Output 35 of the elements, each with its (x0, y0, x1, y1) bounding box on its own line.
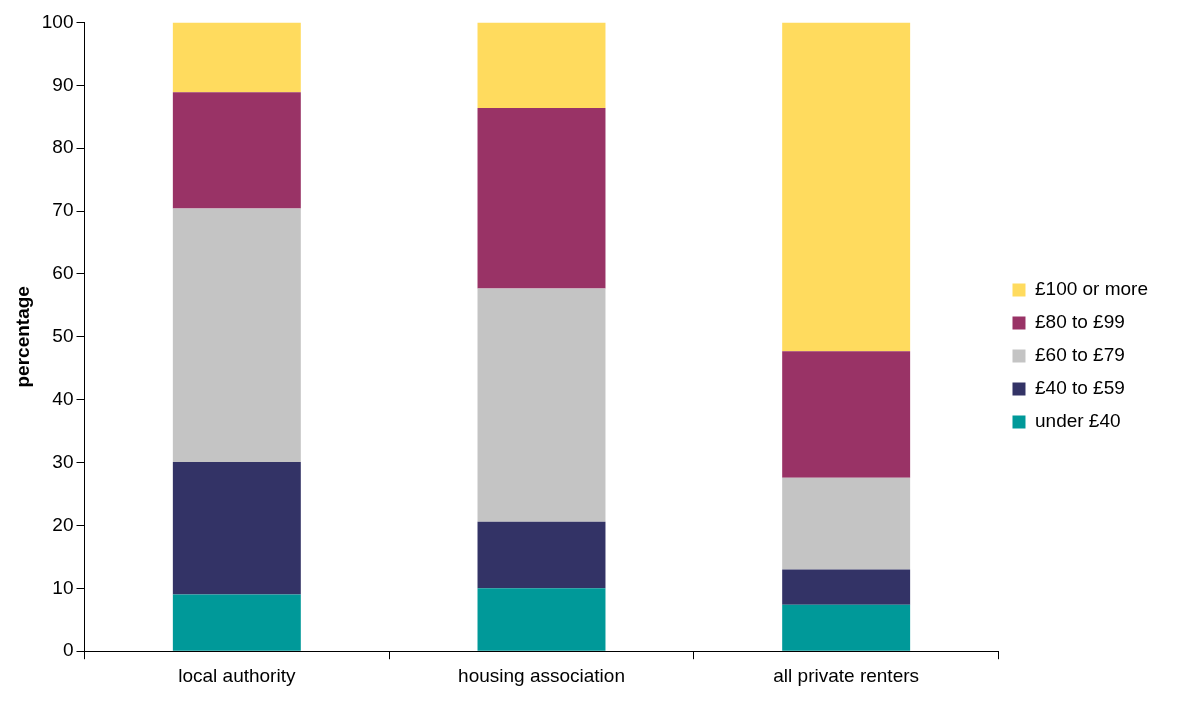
legend-label: £100 or more (1034, 278, 1149, 300)
bar (782, 351, 911, 478)
y-tick-label: 40 (52, 387, 74, 409)
y-tick-label: 0 (62, 639, 74, 661)
x-tick-label: local authority (178, 664, 296, 686)
legend-label: £40 to £59 (1034, 377, 1125, 399)
bar (477, 588, 606, 651)
bar (172, 208, 301, 462)
bar (782, 604, 911, 651)
legend-label: £60 to £79 (1034, 344, 1125, 366)
x-tick-label: housing association (458, 664, 625, 686)
y-tick-label: 30 (52, 450, 74, 472)
bar (477, 107, 606, 289)
y-tick-label: 100 (41, 10, 74, 32)
bar (172, 22, 301, 93)
y-tick-label: 70 (52, 199, 74, 221)
legend-label: under £40 (1034, 410, 1121, 432)
bar (172, 594, 301, 651)
x-tick-label: all private renters (773, 664, 920, 686)
bar (172, 92, 301, 209)
bar (477, 22, 606, 108)
bar (477, 288, 606, 522)
y-tick-label: 60 (52, 262, 74, 284)
y-tick-label: 90 (52, 73, 74, 95)
y-tick-label: 80 (52, 136, 74, 158)
bar (782, 569, 911, 605)
legend-label: £80 to £99 (1034, 311, 1125, 333)
bar (782, 22, 911, 352)
bar (172, 461, 301, 595)
bar (477, 521, 606, 589)
y-tick-label: 10 (52, 576, 74, 598)
bar (782, 477, 911, 570)
y-tick-label: 20 (52, 513, 74, 535)
y-tick-label: 50 (52, 325, 74, 347)
y-axis-title: percentage (11, 286, 33, 388)
